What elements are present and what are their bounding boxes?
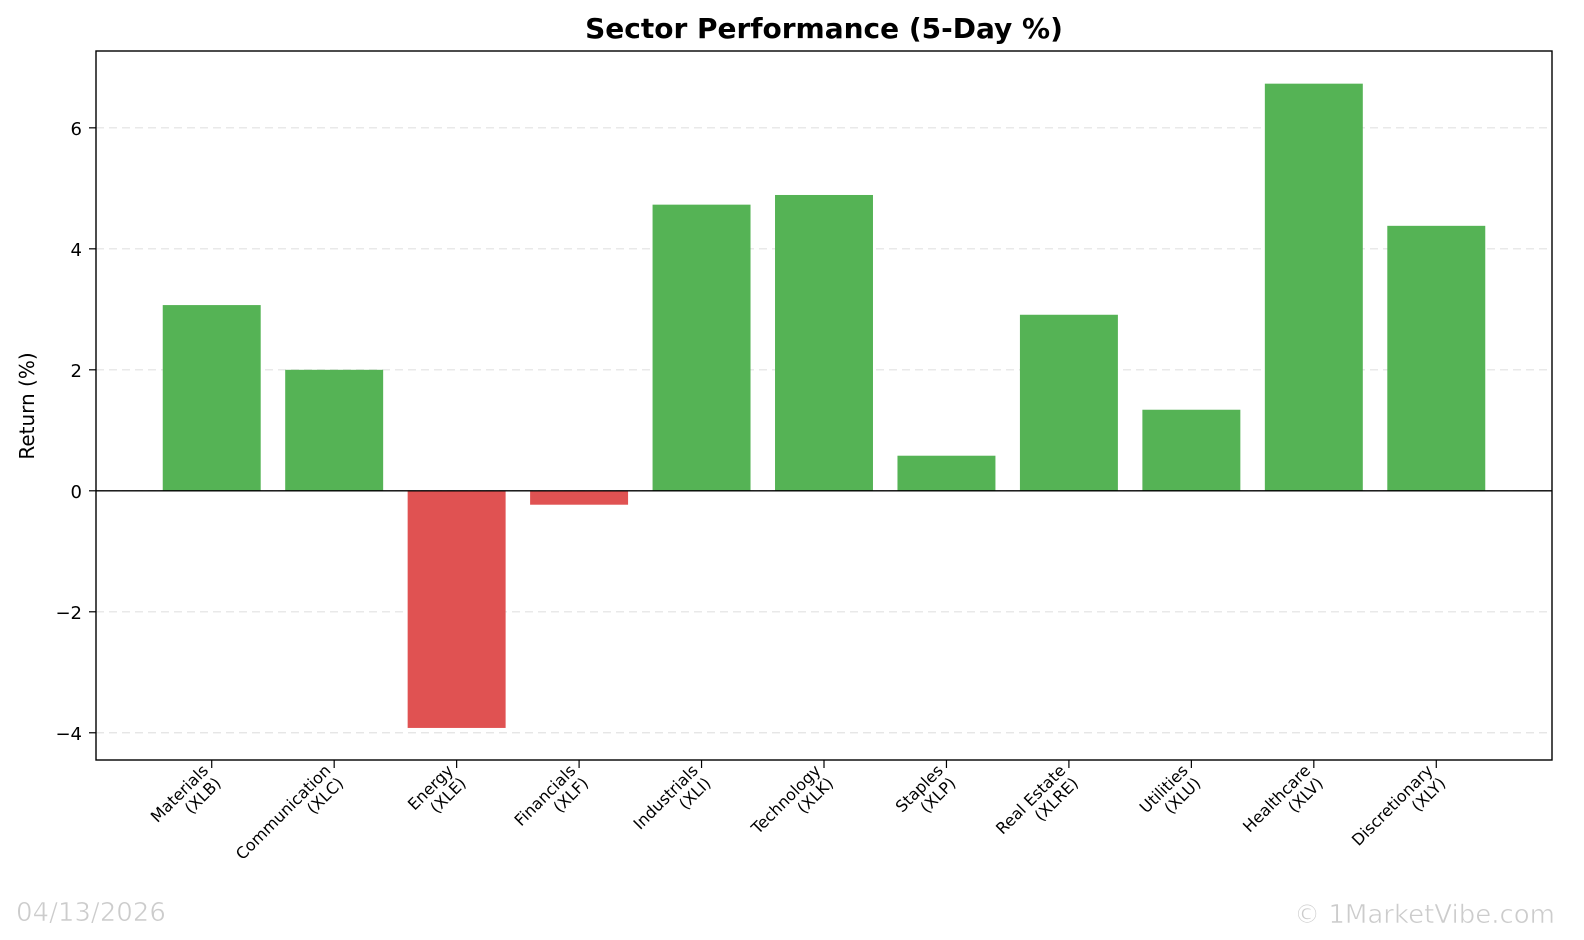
- bar: [652, 204, 751, 491]
- date-watermark: 04/13/2026: [16, 898, 166, 928]
- bar: [407, 490, 506, 728]
- x-tick-label: Staples(XLP): [892, 761, 960, 829]
- bar: [775, 194, 873, 491]
- x-tick-label: Financials(XLF): [511, 761, 593, 843]
- plot-frame: [95, 50, 1553, 761]
- bar: [162, 305, 261, 491]
- y-tick-label: 4: [71, 240, 82, 261]
- chart-title: Sector Performance (5-Day %): [585, 12, 1063, 45]
- bar: [1264, 83, 1363, 491]
- credit-watermark: © 1MarketVibe.com: [1294, 900, 1555, 930]
- y-tick-label: 6: [71, 119, 82, 140]
- x-tick-label: Healthcare(XLV): [1239, 761, 1327, 849]
- x-tick-label: Materials(XLB): [147, 761, 225, 839]
- bar: [1387, 225, 1486, 491]
- x-tick-label: Communication(XLC): [232, 761, 347, 876]
- bar: [1142, 409, 1241, 491]
- x-tick-label: Discretionary(XLY): [1348, 761, 1449, 862]
- bar: [285, 369, 384, 491]
- y-tick-label: −2: [55, 603, 82, 624]
- x-tick-label: Utilities(XLU): [1136, 761, 1205, 830]
- y-tick-label: −4: [55, 724, 82, 745]
- y-axis-label: Return (%): [15, 352, 39, 459]
- x-tick-label: Technology(XLK): [747, 761, 837, 851]
- x-tick-label: Energy(XLE): [404, 761, 470, 827]
- y-tick-label: 0: [71, 482, 82, 503]
- x-tick-label: Industrials(XLI): [629, 761, 714, 846]
- bar: [530, 490, 629, 505]
- bar: [1019, 314, 1118, 491]
- x-tick-label: Real Estate(XLRE): [992, 761, 1082, 851]
- bar: [897, 455, 996, 491]
- y-tick-label: 2: [71, 361, 82, 382]
